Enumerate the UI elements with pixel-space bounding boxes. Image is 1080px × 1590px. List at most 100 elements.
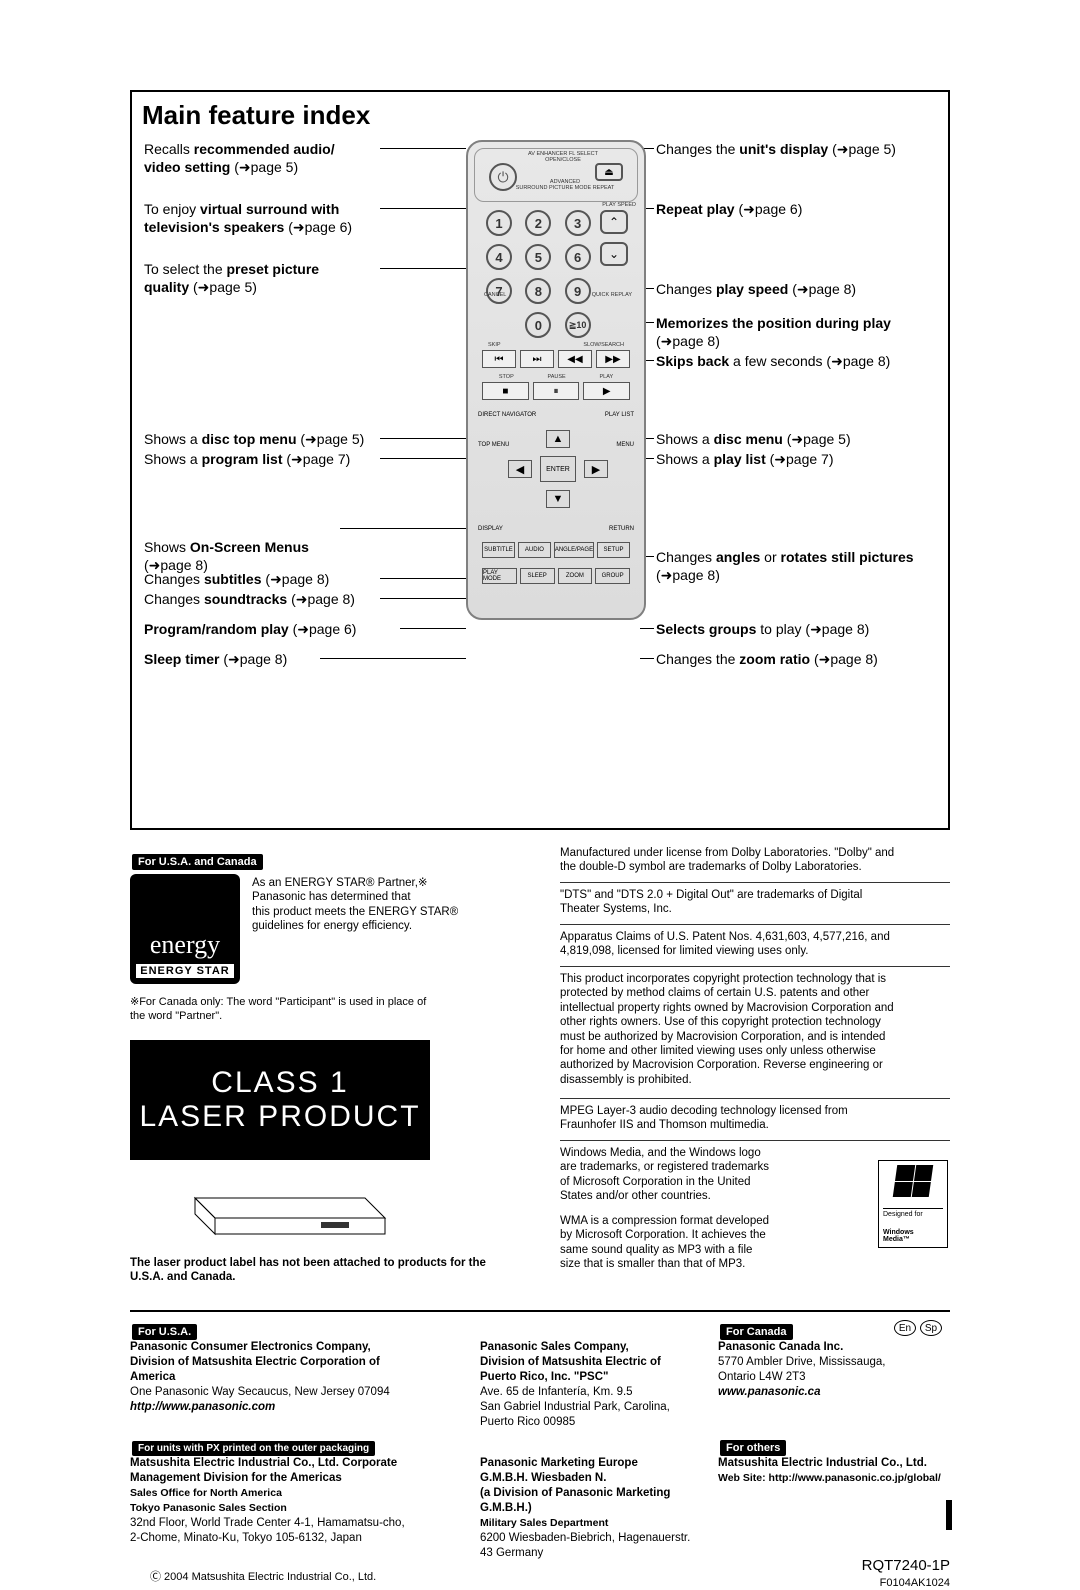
subtitle-btn: SUBTITLE [482,542,515,558]
label-osd: Shows On-Screen Menus (➜page 8) [144,520,309,575]
num-2: 2 [525,210,551,236]
manual-page: Main feature index Recalls recommended a… [0,0,1080,1528]
label-program-random: Program/random play (➜page 6) [144,620,356,638]
line [380,148,466,149]
num-8: 8 [525,278,551,304]
laser-class: CLASS 1 [211,1066,348,1100]
pause-label: PAUSE [547,374,565,380]
energy-star-note: ※For Canada only: The word "Participant"… [130,996,530,1024]
label-sleep-timer: Sleep timer (➜page 8) [144,650,287,668]
skip-next-icon: ⏭ [520,350,554,368]
line [400,628,466,629]
line [340,528,466,529]
hr [560,924,950,925]
stop-icon: ■ [482,382,529,400]
playmode-btn: PLAY MODE [482,568,517,584]
direct-nav-label: DIRECT NAVIGATOR [478,412,536,418]
wma-text: WMA is a compression format developed by… [560,1214,860,1272]
page-edge-tab [946,1500,952,1530]
hr [560,1140,950,1141]
enter-button: ENTER [540,456,576,482]
hr [560,1098,950,1099]
line [640,658,654,659]
remote-bottom-row-1: SUBTITLE AUDIO ANGLE/PAGE SETUP [482,542,630,558]
pause-icon: ⏸ [533,382,580,400]
energy-star-text-block: As an ENERGY STAR® Partner,※ Panasonic h… [252,876,532,934]
line [380,438,466,439]
num-1: 1 [486,210,512,236]
num-6: 6 [565,244,591,270]
audio-btn: AUDIO [518,542,551,558]
remote-top-panel: ⏻ ⏏ AV ENHANCER FL SELECT OPEN/CLOSE ADV… [474,148,638,202]
label-picture-quality: To select the preset picture quality (➜p… [144,260,414,296]
play-label: PLAY [599,374,613,380]
label-program-list: Shows a program list (➜page 7) [144,450,350,468]
quick-replay-label: QUICK REPLAY [592,292,632,298]
line [320,658,466,659]
dolby-text: Manufactured under license from Dolby La… [560,846,950,875]
label-rec-av: Recalls recommended audio/ video setting… [144,140,414,176]
speed-down-icon: ⌄ [600,242,628,266]
remote-control-diagram: ⏻ ⏏ AV ENHANCER FL SELECT OPEN/CLOSE ADV… [466,140,646,620]
badge-usa: For U.S.A. [132,1322,197,1340]
line [640,628,654,629]
return-label: RETURN [609,526,634,532]
energy-star-text: ENERGY STAR [136,964,233,978]
macrovision-text: This product incorporates copyright prot… [560,972,950,1087]
hr [560,882,950,883]
energy-star-script: energy [150,935,220,956]
label-virtual-surround: To enjoy virtual surround with televisio… [144,200,414,236]
energy-star-logo: energy ENERGY STAR [130,874,240,984]
sp-icon: Sp [920,1320,942,1336]
label-zoom-ratio: Changes the zoom ratio (➜page 8) [656,650,878,668]
num-5: 5 [525,244,551,270]
psc-address: Panasonic Sales Company, Division of Mat… [480,1340,710,1430]
play-icon: ▶ [583,382,630,400]
line [380,458,466,459]
laser-product-label: CLASS 1 LASER PRODUCT [130,1040,430,1160]
label-play-list: Shows a play list (➜page 7) [656,450,834,468]
skip-label: SKIP [488,342,501,348]
others-address: Matsushita Electric Industrial Co., Ltd.… [718,1456,958,1486]
label-unit-display: Changes the unit's display (➜page 5) [656,140,896,158]
usa-address: Panasonic Consumer Electronics Company, … [130,1340,460,1415]
badge-canada: For Canada [720,1322,793,1340]
en-icon: En [894,1320,916,1336]
num-4: 4 [486,244,512,270]
label-disc-menu: Shows a disc menu (➜page 5) [656,430,851,448]
label-play-speed: Changes play speed (➜page 8) [656,280,856,298]
speed-up-icon: ⌃ [600,210,628,234]
label-repeat-play: Repeat play (➜page 6) [656,200,802,218]
remote-bottom-row-2: PLAY MODE SLEEP ZOOM GROUP [482,568,630,584]
windows-media-label: Windows Media™ [883,1229,943,1243]
windows-logo-icon [893,1165,933,1197]
canada-address: Panasonic Canada Inc. 5770 Ambler Drive,… [718,1340,948,1400]
windows-logo-box: Designed for Windows Media™ [878,1160,948,1248]
num-7: 7 [486,278,512,304]
patent-text: Apparatus Claims of U.S. Patent Nos. 4,6… [560,930,950,959]
menu-label: MENU [616,442,634,448]
setup-btn: SETUP [597,542,630,558]
laser-note: The laser product label has not been att… [130,1256,540,1285]
line [380,598,466,599]
language-indicators: En Sp [894,1320,942,1336]
label-select-groups: Selects groups to play (➜page 8) [656,620,869,638]
transport-buttons: SKIP SLOW/SEARCH ⏮ ⏭ ◀◀ ▶▶ STOP PAUSE PL… [482,342,630,404]
num-gte10: ≧10 [565,312,591,338]
rewind-icon: ◀◀ [558,350,592,368]
main-title: Main feature index [142,100,370,131]
laser-product: LASER PRODUCT [139,1100,420,1134]
fforward-icon: ▶▶ [596,350,630,368]
px-address: Matsushita Electric Industrial Co., Ltd.… [130,1456,470,1546]
label-skip-back: Skips back a few seconds (➜page 8) [656,352,890,370]
windows-media-text: Windows Media, and the Windows logo are … [560,1146,860,1204]
skip-prev-icon: ⏮ [482,350,516,368]
remote-nav-pad: DIRECT NAVIGATOR PLAY LIST TOP MENU MENU… [478,412,634,532]
play-list-label: PLAY LIST [605,412,634,418]
arrow-left-icon: ◀ [508,460,532,478]
copyright: Ⓒ 2004 Matsushita Electric Industrial Co… [150,1570,376,1584]
cancel-label: CANCEL [484,292,506,298]
badge-usca: For U.S.A. and Canada [132,852,263,870]
play-speed-label: PLAY SPEED [602,202,636,208]
arrow-right-icon: ▶ [584,460,608,478]
